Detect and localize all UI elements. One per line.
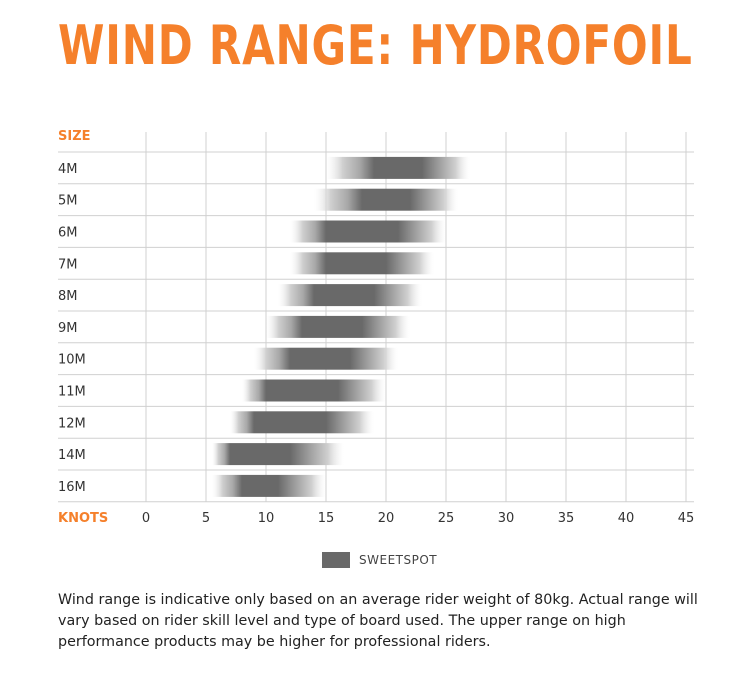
knots-tick-label: 20 [378, 511, 395, 526]
range-bar-4m [326, 156, 470, 179]
y-axis-label: SIZE [58, 129, 91, 144]
knots-tick-label: 25 [438, 511, 455, 526]
y-tick-labels: 4M 5M 6M 7M 8M 9M 10M 11M 12M 14M 16M [58, 162, 86, 495]
range-bar-16m [212, 474, 326, 497]
range-bar-6m [290, 220, 446, 243]
range-bar-10m [254, 347, 398, 370]
size-label: 4M [58, 162, 78, 177]
x-tick-labels: 0 5 10 15 20 25 30 35 40 45 [142, 511, 694, 526]
size-label: 12M [58, 416, 86, 431]
size-label: 10M [58, 353, 86, 368]
size-label: 16M [58, 480, 86, 495]
knots-tick-label: 15 [318, 511, 335, 526]
size-label: 11M [58, 385, 86, 400]
range-bar-14m [212, 443, 344, 466]
range-bar-5m [314, 188, 458, 211]
legend: SWEETSPOT [322, 552, 437, 568]
knots-tick-label: 5 [202, 511, 210, 526]
range-bar-7m [290, 252, 434, 275]
range-bars [212, 156, 470, 497]
knots-tick-label: 45 [678, 511, 695, 526]
legend-label: SWEETSPOT [359, 553, 438, 567]
wind-range-chart: SIZE KNOTS 4M 5M 6M 7M 8M 9M 10M 11M 12M 14M 16M 0… [58, 129, 694, 526]
knots-tick-label: 10 [258, 511, 275, 526]
range-bar-9m [266, 315, 410, 338]
size-label: 6M [58, 226, 78, 241]
chart-title: WIND RANGE: HYDROFOIL [58, 14, 693, 77]
range-bar-8m [278, 284, 422, 307]
knots-tick-label: 35 [558, 511, 575, 526]
range-bar-12m [230, 411, 374, 434]
size-label: 14M [58, 448, 86, 463]
legend-swatch [322, 552, 350, 568]
size-label: 7M [58, 257, 78, 272]
knots-tick-label: 30 [498, 511, 515, 526]
x-axis-label: KNOTS [58, 511, 108, 526]
size-label: 5M [58, 194, 78, 209]
size-label: 9M [58, 321, 78, 336]
knots-tick-label: 0 [142, 511, 150, 526]
knots-tick-label: 40 [618, 511, 635, 526]
footnote: Wind range is indicative only based on a… [58, 592, 698, 650]
range-bar-11m [242, 379, 386, 402]
size-label: 8M [58, 289, 78, 304]
